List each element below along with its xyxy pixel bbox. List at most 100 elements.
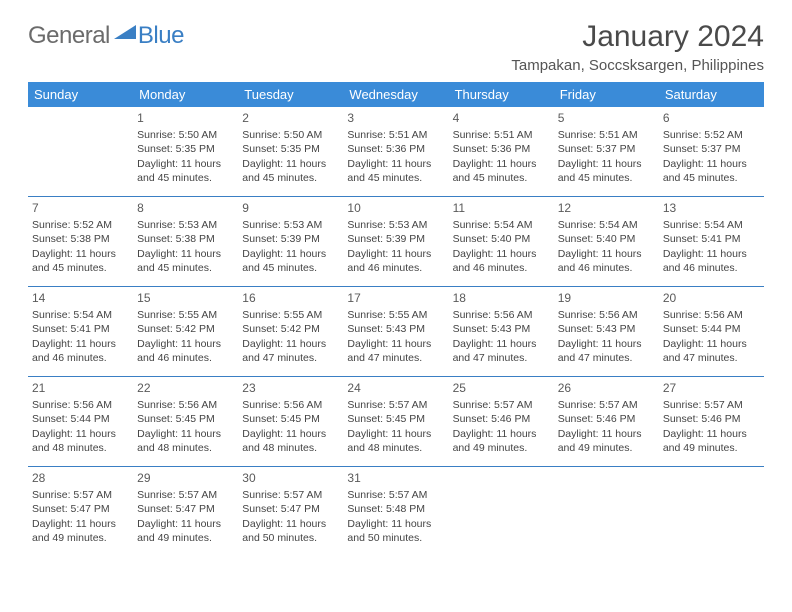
daylight-text: Daylight: 11 hours and 45 minutes. xyxy=(663,157,760,185)
daylight-text: Daylight: 11 hours and 45 minutes. xyxy=(137,157,234,185)
sunrise-text: Sunrise: 5:56 AM xyxy=(558,308,655,322)
day-number: 10 xyxy=(347,200,444,216)
day-number: 2 xyxy=(242,110,339,126)
sunset-text: Sunset: 5:47 PM xyxy=(242,502,339,516)
day-header: Tuesday xyxy=(238,82,343,107)
sunrise-text: Sunrise: 5:57 AM xyxy=(347,488,444,502)
sunset-text: Sunset: 5:45 PM xyxy=(137,412,234,426)
daylight-text: Daylight: 11 hours and 46 minutes. xyxy=(347,247,444,275)
daylight-text: Daylight: 11 hours and 45 minutes. xyxy=(137,247,234,275)
daylight-text: Daylight: 11 hours and 47 minutes. xyxy=(663,337,760,365)
day-number: 21 xyxy=(32,380,129,396)
sunrise-text: Sunrise: 5:50 AM xyxy=(137,128,234,142)
daylight-text: Daylight: 11 hours and 48 minutes. xyxy=(347,427,444,455)
calendar-header-row: Sunday Monday Tuesday Wednesday Thursday… xyxy=(28,82,764,107)
sunrise-text: Sunrise: 5:57 AM xyxy=(347,398,444,412)
sunset-text: Sunset: 5:43 PM xyxy=(453,322,550,336)
daylight-text: Daylight: 11 hours and 50 minutes. xyxy=(242,517,339,545)
sunset-text: Sunset: 5:45 PM xyxy=(242,412,339,426)
day-number: 13 xyxy=(663,200,760,216)
day-number: 26 xyxy=(558,380,655,396)
sunset-text: Sunset: 5:45 PM xyxy=(347,412,444,426)
sunset-text: Sunset: 5:40 PM xyxy=(453,232,550,246)
day-number: 1 xyxy=(137,110,234,126)
calendar-day-cell: 31Sunrise: 5:57 AMSunset: 5:48 PMDayligh… xyxy=(343,467,448,557)
calendar-day-cell: 3Sunrise: 5:51 AMSunset: 5:36 PMDaylight… xyxy=(343,107,448,197)
calendar-day-cell: 2Sunrise: 5:50 AMSunset: 5:35 PMDaylight… xyxy=(238,107,343,197)
sunset-text: Sunset: 5:39 PM xyxy=(242,232,339,246)
sunset-text: Sunset: 5:35 PM xyxy=(137,142,234,156)
daylight-text: Daylight: 11 hours and 49 minutes. xyxy=(453,427,550,455)
daylight-text: Daylight: 11 hours and 47 minutes. xyxy=(453,337,550,365)
daylight-text: Daylight: 11 hours and 49 minutes. xyxy=(663,427,760,455)
daylight-text: Daylight: 11 hours and 49 minutes. xyxy=(137,517,234,545)
day-number: 27 xyxy=(663,380,760,396)
daylight-text: Daylight: 11 hours and 48 minutes. xyxy=(242,427,339,455)
day-number: 5 xyxy=(558,110,655,126)
day-header: Saturday xyxy=(659,82,764,107)
day-number: 14 xyxy=(32,290,129,306)
day-number: 8 xyxy=(137,200,234,216)
calendar-day-cell: 17Sunrise: 5:55 AMSunset: 5:43 PMDayligh… xyxy=(343,287,448,377)
sunset-text: Sunset: 5:36 PM xyxy=(453,142,550,156)
calendar-day-cell: 25Sunrise: 5:57 AMSunset: 5:46 PMDayligh… xyxy=(449,377,554,467)
daylight-text: Daylight: 11 hours and 45 minutes. xyxy=(453,157,550,185)
day-header: Friday xyxy=(554,82,659,107)
sunrise-text: Sunrise: 5:52 AM xyxy=(32,218,129,232)
calendar-day-cell: 13Sunrise: 5:54 AMSunset: 5:41 PMDayligh… xyxy=(659,197,764,287)
calendar-day-cell: 20Sunrise: 5:56 AMSunset: 5:44 PMDayligh… xyxy=(659,287,764,377)
day-number: 30 xyxy=(242,470,339,486)
daylight-text: Daylight: 11 hours and 48 minutes. xyxy=(32,427,129,455)
day-number: 18 xyxy=(453,290,550,306)
calendar-day-cell: 15Sunrise: 5:55 AMSunset: 5:42 PMDayligh… xyxy=(133,287,238,377)
sunset-text: Sunset: 5:39 PM xyxy=(347,232,444,246)
day-header: Monday xyxy=(133,82,238,107)
daylight-text: Daylight: 11 hours and 45 minutes. xyxy=(558,157,655,185)
calendar-day-cell: 21Sunrise: 5:56 AMSunset: 5:44 PMDayligh… xyxy=(28,377,133,467)
calendar-day-cell: 14Sunrise: 5:54 AMSunset: 5:41 PMDayligh… xyxy=(28,287,133,377)
sunset-text: Sunset: 5:37 PM xyxy=(558,142,655,156)
day-number: 15 xyxy=(137,290,234,306)
sunrise-text: Sunrise: 5:56 AM xyxy=(453,308,550,322)
calendar-week-row: 28Sunrise: 5:57 AMSunset: 5:47 PMDayligh… xyxy=(28,467,764,557)
calendar-day-cell: 23Sunrise: 5:56 AMSunset: 5:45 PMDayligh… xyxy=(238,377,343,467)
calendar-week-row: 1Sunrise: 5:50 AMSunset: 5:35 PMDaylight… xyxy=(28,107,764,197)
daylight-text: Daylight: 11 hours and 46 minutes. xyxy=(558,247,655,275)
sunset-text: Sunset: 5:38 PM xyxy=(32,232,129,246)
day-header: Thursday xyxy=(449,82,554,107)
calendar-day-cell: 22Sunrise: 5:56 AMSunset: 5:45 PMDayligh… xyxy=(133,377,238,467)
sunrise-text: Sunrise: 5:57 AM xyxy=(453,398,550,412)
sunset-text: Sunset: 5:41 PM xyxy=(663,232,760,246)
sunrise-text: Sunrise: 5:53 AM xyxy=(242,218,339,232)
calendar-day-cell: 5 Sunrise: 5:51 AMSunset: 5:37 PMDaylight… xyxy=(554,107,659,197)
day-number: 29 xyxy=(137,470,234,486)
daylight-text: Daylight: 11 hours and 45 minutes. xyxy=(242,247,339,275)
daylight-text: Daylight: 11 hours and 49 minutes. xyxy=(32,517,129,545)
sunrise-text: Sunrise: 5:54 AM xyxy=(453,218,550,232)
day-number: 19 xyxy=(558,290,655,306)
calendar-day-cell: 26Sunrise: 5:57 AMSunset: 5:46 PMDayligh… xyxy=(554,377,659,467)
day-number: 20 xyxy=(663,290,760,306)
sunset-text: Sunset: 5:46 PM xyxy=(453,412,550,426)
sunrise-text: Sunrise: 5:51 AM xyxy=(558,128,655,142)
title-block: January 2024 Tampakan, Soccsksargen, Phi… xyxy=(511,20,764,74)
day-number: 12 xyxy=(558,200,655,216)
calendar-day-cell: 6Sunrise: 5:52 AMSunset: 5:37 PMDaylight… xyxy=(659,107,764,197)
calendar-body: 1Sunrise: 5:50 AMSunset: 5:35 PMDaylight… xyxy=(28,107,764,556)
day-number: 7 xyxy=(32,200,129,216)
daylight-text: Daylight: 11 hours and 50 minutes. xyxy=(347,517,444,545)
page-title: January 2024 xyxy=(511,20,764,53)
sunrise-text: Sunrise: 5:57 AM xyxy=(32,488,129,502)
sunrise-text: Sunrise: 5:50 AM xyxy=(242,128,339,142)
sunrise-text: Sunrise: 5:57 AM xyxy=(558,398,655,412)
daylight-text: Daylight: 11 hours and 46 minutes. xyxy=(663,247,760,275)
day-number: 6 xyxy=(663,110,760,126)
sunset-text: Sunset: 5:48 PM xyxy=(347,502,444,516)
daylight-text: Daylight: 11 hours and 48 minutes. xyxy=(137,427,234,455)
calendar-week-row: 21Sunrise: 5:56 AMSunset: 5:44 PMDayligh… xyxy=(28,377,764,467)
day-number: 23 xyxy=(242,380,339,396)
daylight-text: Daylight: 11 hours and 45 minutes. xyxy=(32,247,129,275)
calendar-day-cell: 12Sunrise: 5:54 AMSunset: 5:40 PMDayligh… xyxy=(554,197,659,287)
sunrise-text: Sunrise: 5:54 AM xyxy=(558,218,655,232)
daylight-text: Daylight: 11 hours and 47 minutes. xyxy=(347,337,444,365)
